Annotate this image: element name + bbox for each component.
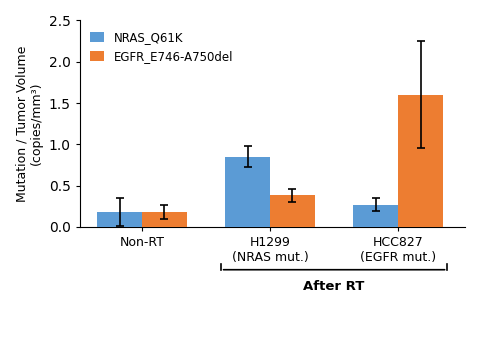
Legend: NRAS_Q61K, EGFR_E746-A750del: NRAS_Q61K, EGFR_E746-A750del [85,27,238,68]
Text: After RT: After RT [303,280,365,293]
Bar [398,95,443,227]
Bar [142,212,187,227]
Bar [225,157,270,227]
Bar [353,205,398,227]
Y-axis label: Mutation / Tumor Volume
(copies/mm³): Mutation / Tumor Volume (copies/mm³) [15,45,43,202]
Bar [97,212,142,227]
Bar [270,195,315,227]
